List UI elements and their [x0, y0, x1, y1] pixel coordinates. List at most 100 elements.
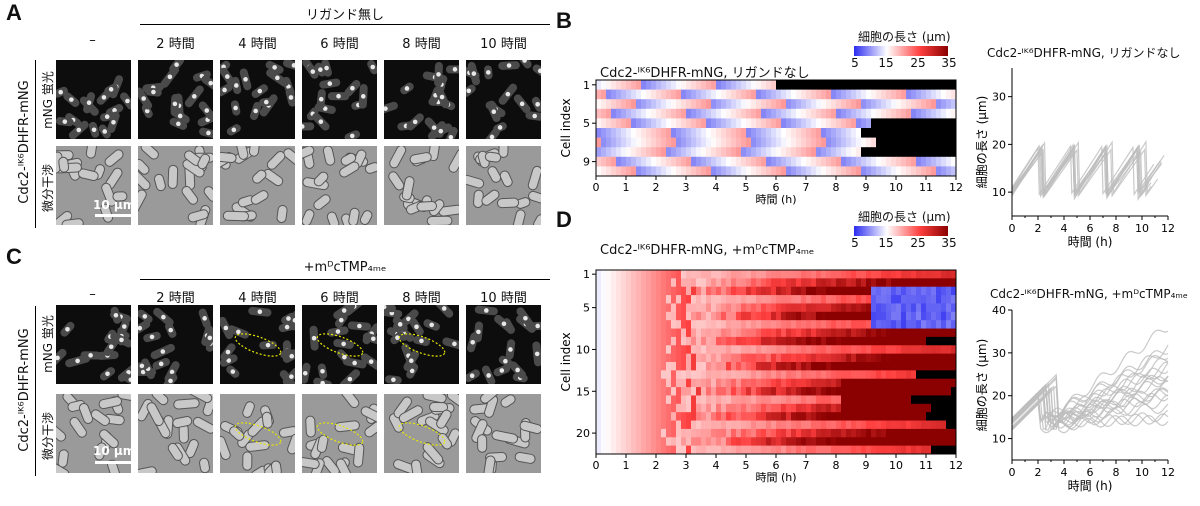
heatmap-cell — [736, 345, 742, 355]
heatmap-cell — [691, 137, 697, 148]
heatmap-cell — [671, 437, 677, 447]
heatmap-cell — [706, 428, 712, 438]
heatmap-cell — [711, 437, 717, 447]
heatmap-cell — [766, 270, 772, 279]
heatmap-cell — [726, 412, 732, 422]
heatmap-cell — [656, 295, 662, 304]
heatmap-cell — [911, 420, 917, 430]
heatmap-cell — [636, 370, 642, 380]
heatmap-cell — [776, 412, 782, 422]
x-tick-label: 3 — [683, 459, 690, 472]
heatmap-cell — [881, 345, 887, 355]
heatmap-cell — [856, 345, 862, 355]
heatmap-cell — [746, 147, 752, 158]
heatmap-cell — [741, 303, 747, 313]
heatmap-cell — [766, 108, 772, 119]
heatmap-cell — [916, 166, 922, 177]
heatmap-cell — [921, 445, 927, 455]
heatmap-cell — [836, 395, 842, 405]
heatmap-cell — [906, 295, 912, 304]
heatmap-cell — [821, 378, 827, 388]
heatmap-cell — [776, 420, 782, 430]
heatmap-cell — [661, 428, 667, 438]
heatmap-cell — [631, 89, 637, 100]
heatmap-cell — [626, 137, 632, 148]
heatmap-cell — [731, 445, 737, 455]
heatmap-cell — [746, 336, 752, 346]
heatmap-cell — [706, 370, 712, 380]
heatmap-cell — [771, 118, 777, 129]
heatmap-cell — [886, 395, 892, 405]
heatmap-cell — [661, 345, 667, 355]
heatmap-cell — [831, 89, 837, 100]
heatmap-cell — [746, 303, 752, 313]
heatmap-cell — [796, 99, 802, 110]
heatmap-cell — [861, 295, 867, 304]
heatmap-cell — [646, 395, 652, 405]
heatmap-cell — [831, 320, 837, 330]
heatmap-cell — [841, 428, 847, 438]
heatmap-cell — [901, 387, 907, 396]
heatmap-cell — [616, 286, 622, 296]
heatmap-cell — [856, 137, 862, 148]
heatmap-cell — [656, 362, 662, 371]
heatmap-cell — [776, 137, 782, 148]
heatmap-cell — [726, 118, 732, 129]
heatmap-cell — [866, 128, 872, 139]
y-tick-label: 5 — [583, 117, 590, 130]
heatmap-cell — [631, 80, 637, 91]
heatmap-cell — [811, 166, 817, 177]
heatmap-cell — [791, 286, 797, 296]
heatmap-cell — [926, 286, 932, 296]
heatmap-cell — [616, 118, 622, 129]
heatmap-cell — [816, 428, 822, 438]
heatmap-cell — [781, 89, 787, 100]
heatmap-cell — [866, 166, 872, 177]
x-tick-label: 8 — [1113, 466, 1120, 479]
heatmap-cell — [726, 428, 732, 438]
heatmap-cell — [831, 336, 837, 346]
heatmap-cell — [921, 395, 927, 405]
heatmap-cell — [701, 437, 707, 447]
heatmap-cell — [681, 345, 687, 355]
heatmap-cell — [766, 166, 772, 177]
heatmap-cell — [721, 378, 727, 388]
heatmap-cell — [681, 378, 687, 388]
heatmap-cell — [666, 403, 672, 413]
heatmap-cell — [686, 311, 692, 321]
heatmap-cell — [661, 166, 667, 177]
heatmap-cell — [931, 118, 937, 129]
heatmap-cell — [726, 89, 732, 100]
heatmap-cell — [801, 353, 807, 363]
heatmap-cell — [836, 270, 842, 279]
heatmap-cell — [761, 286, 767, 296]
heatmap-cell — [706, 445, 712, 455]
heatmap-cell — [741, 345, 747, 355]
heatmap-cell — [741, 156, 747, 167]
heatmap-cell — [821, 278, 827, 288]
heatmap-cell — [681, 370, 687, 380]
heatmap-cell — [706, 328, 712, 338]
heatmap-cell — [651, 166, 657, 177]
x-tick-label: 9 — [863, 181, 870, 194]
heatmap-cell — [741, 89, 747, 100]
heatmap-cell — [836, 437, 842, 447]
heatmap-cell — [611, 353, 617, 363]
heatmap-cell — [856, 370, 862, 380]
heatmap-cell — [761, 387, 767, 396]
series-line — [1011, 144, 1155, 197]
heatmap-cell — [951, 445, 957, 455]
heatmap-cell — [621, 99, 627, 110]
heatmap-cell — [651, 336, 657, 346]
heatmap-cell — [856, 428, 862, 438]
heatmap-cell — [636, 137, 642, 148]
heatmap-cell — [866, 99, 872, 110]
heatmap-cell — [681, 147, 687, 158]
heatmap-cell — [776, 345, 782, 355]
heatmap-cell — [681, 362, 687, 371]
x-tick-label: 11 — [919, 459, 933, 472]
heatmap-cell — [711, 147, 717, 158]
heatmap-cell — [841, 328, 847, 338]
heatmap-cell — [731, 370, 737, 380]
